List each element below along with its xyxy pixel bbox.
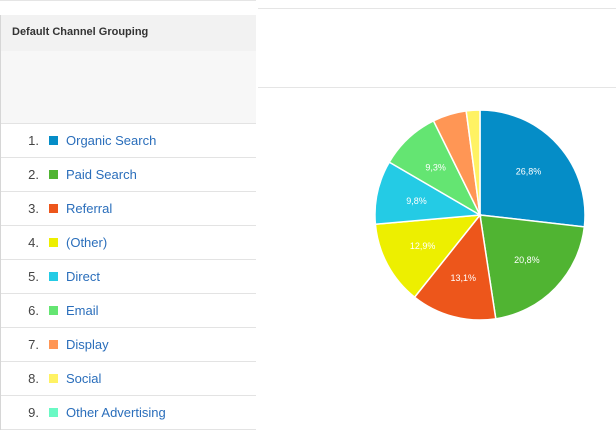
legend-swatch bbox=[49, 306, 58, 315]
legend-swatch bbox=[49, 272, 58, 281]
channel-link[interactable]: Paid Search bbox=[66, 167, 137, 182]
pie-chart: 26,8% 20,8% 13,1% 12,9% 9,8% 9,3% bbox=[374, 109, 586, 321]
table-row: 9. Other Advertising bbox=[1, 395, 256, 430]
table-row: 8. Social bbox=[1, 361, 256, 395]
pie-slice-paid-search[interactable] bbox=[479, 214, 586, 320]
legend-swatch bbox=[49, 408, 58, 417]
channel-link[interactable]: Social bbox=[66, 371, 102, 386]
channel-link[interactable]: Direct bbox=[66, 269, 100, 284]
table-row: 7. Display bbox=[1, 327, 256, 361]
channel-table: Default Channel Grouping 1. Organic Searc… bbox=[0, 0, 256, 436]
pie-slice-organic-search[interactable] bbox=[479, 109, 586, 228]
row-index: 7. bbox=[28, 337, 39, 352]
table-row: 1. Organic Search bbox=[1, 123, 256, 157]
channel-link[interactable]: Email bbox=[66, 303, 99, 318]
table-row: 5. Direct bbox=[1, 259, 256, 293]
chart-top-divider bbox=[258, 8, 616, 9]
channel-link[interactable]: (Other) bbox=[66, 235, 108, 250]
legend-swatch bbox=[49, 204, 58, 213]
row-index: 4. bbox=[28, 235, 39, 250]
table-row: 6. Email bbox=[1, 293, 256, 327]
row-index: 3. bbox=[28, 201, 39, 216]
pie-slice-label: 9,8% bbox=[406, 196, 427, 206]
legend-swatch bbox=[49, 170, 58, 179]
pie-slice-label: 20,8% bbox=[514, 255, 540, 265]
legend-swatch bbox=[49, 340, 58, 349]
legend-swatch bbox=[49, 136, 58, 145]
column-header-default-channel-grouping[interactable]: Default Channel Grouping bbox=[12, 26, 149, 38]
header-summary-blank bbox=[0, 51, 256, 123]
pie-slice-label: 26,8% bbox=[516, 167, 542, 177]
channel-link[interactable]: Organic Search bbox=[66, 133, 157, 148]
row-index: 5. bbox=[28, 269, 39, 284]
legend-swatch bbox=[49, 374, 58, 383]
channel-link[interactable]: Other Advertising bbox=[66, 405, 166, 420]
row-index: 8. bbox=[28, 371, 39, 386]
table-header: Default Channel Grouping bbox=[0, 15, 256, 51]
pie-slice-other[interactable] bbox=[374, 214, 482, 299]
row-index: 6. bbox=[28, 303, 39, 318]
table-row: 4. (Other) bbox=[1, 225, 256, 259]
pie-slice-label: 12,9% bbox=[410, 241, 436, 251]
table-row: 2. Paid Search bbox=[1, 157, 256, 191]
row-index: 2. bbox=[28, 167, 39, 182]
pie-slice-label: 9,3% bbox=[425, 162, 446, 172]
table-rows: 1. Organic Search 2. Paid Search 3. Referral 4… bbox=[0, 123, 256, 430]
pie-slice-label: 13,1% bbox=[450, 273, 476, 283]
row-index: 1. bbox=[28, 133, 39, 148]
chart-header-divider bbox=[258, 87, 616, 88]
pie-slice-social[interactable] bbox=[465, 109, 481, 216]
table-row: 3. Referral bbox=[1, 191, 256, 225]
top-divider bbox=[0, 0, 256, 1]
pie-slice-referral[interactable] bbox=[413, 213, 497, 321]
channel-link[interactable]: Display bbox=[66, 337, 109, 352]
row-index: 9. bbox=[28, 405, 39, 420]
legend-swatch bbox=[49, 238, 58, 247]
channel-link[interactable]: Referral bbox=[66, 201, 113, 216]
